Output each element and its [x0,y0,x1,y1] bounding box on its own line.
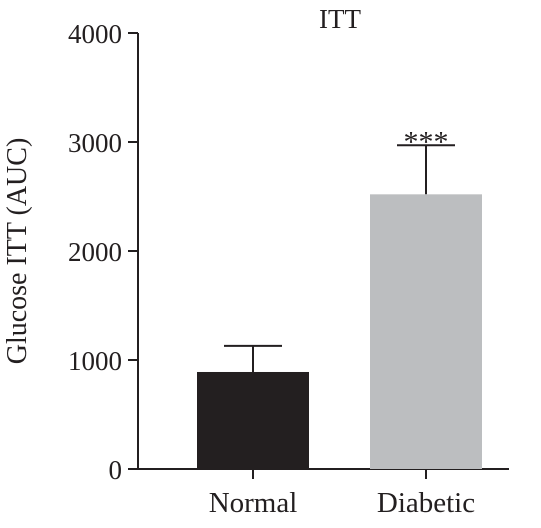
y-axis-label: Glucose ITT (AUC) [2,138,33,365]
bar-diabetic [370,194,482,469]
y-tick-label: 0 [109,455,123,485]
chart-title: ITT [319,4,361,34]
x-tick-label: Diabetic [377,487,475,519]
plot-area: 0 1000 2000 3000 4000 Normal Diabetic *** [68,19,509,519]
y-tick-label: 2000 [68,237,122,267]
bar-normal [197,371,309,469]
y-tick-label: 1000 [68,346,122,376]
y-tick-label: 3000 [68,128,122,158]
y-tick-label: 4000 [68,19,122,49]
x-tick-label: Normal [209,487,298,519]
significance-annotation: *** [404,125,449,158]
